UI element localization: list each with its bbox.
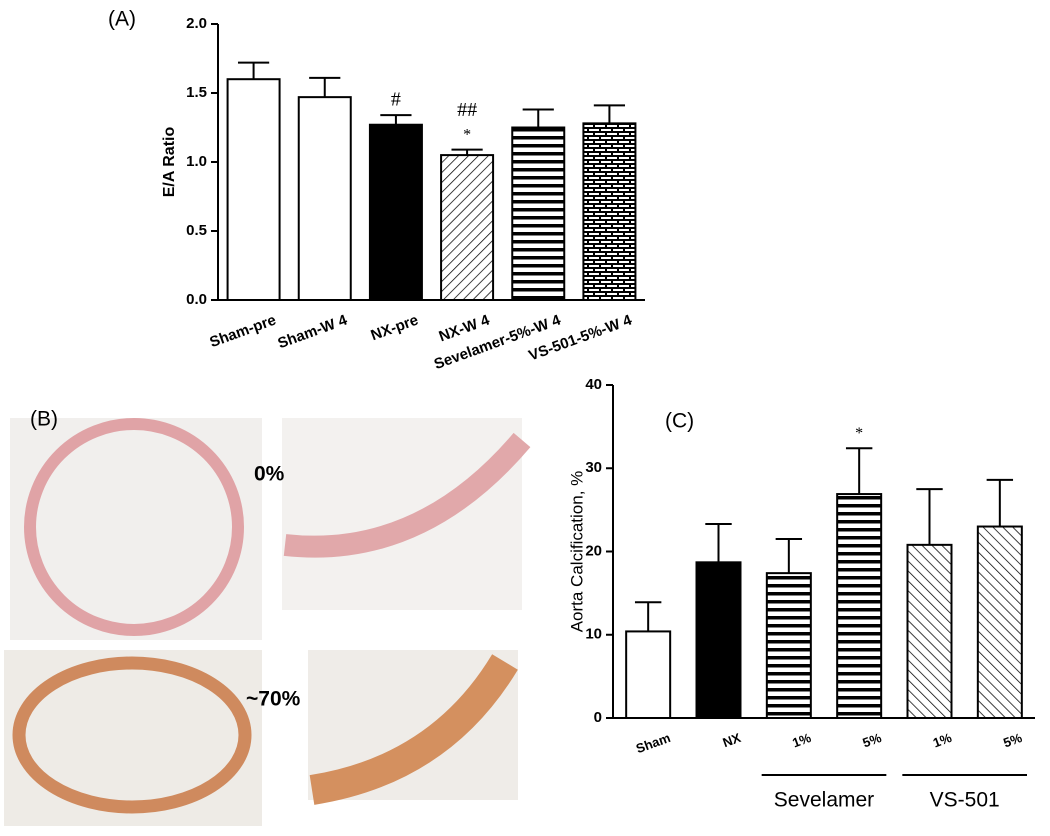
annotation: ~70% — [246, 688, 301, 711]
y-tick-label: 0.0 — [186, 291, 207, 308]
panel-label: (C) — [665, 410, 694, 433]
bar — [765, 572, 812, 720]
y-tick-label: 30 — [585, 459, 602, 476]
x-tick-label: 1% — [790, 730, 813, 751]
x-tick-label: 5% — [1001, 730, 1024, 751]
y-tick-label: 0.5 — [186, 222, 207, 239]
y-tick-label: 2.0 — [186, 15, 207, 32]
bar — [625, 630, 672, 719]
x-tick-label: NX-pre — [369, 312, 421, 345]
y-tick-label: 0 — [594, 709, 602, 726]
image-frame — [10, 418, 262, 640]
y-tick-label: 1.5 — [186, 84, 207, 101]
aorta-section — [12, 656, 252, 814]
aorta-section — [24, 418, 244, 636]
x-tick-label: Sham-pre — [207, 312, 278, 352]
image-frame — [4, 650, 262, 826]
x-tick-label: 5% — [861, 730, 884, 751]
aorta-wall — [283, 432, 531, 558]
x-tick-label: Sham-W 4 — [276, 311, 351, 352]
panel-label: (B) — [30, 408, 58, 431]
bar — [582, 122, 637, 301]
significance-mark: # — [391, 89, 401, 111]
histology-images — [4, 418, 531, 826]
bar — [440, 154, 495, 301]
y-tick-label: 10 — [585, 626, 602, 643]
y-axis-label: E/A Ratio — [161, 127, 178, 198]
image-frame — [282, 418, 522, 610]
bar — [976, 525, 1023, 720]
panel-label: (A) — [108, 8, 136, 31]
bar — [906, 543, 953, 720]
x-tick-label: Sham — [634, 730, 672, 756]
bar — [297, 96, 352, 301]
bar — [695, 561, 742, 720]
y-tick-label: 1.0 — [186, 153, 207, 170]
significance-mark: * — [855, 425, 863, 442]
significance-mark: ## — [457, 99, 477, 121]
annotation: 0% — [254, 463, 285, 486]
x-tick-label: NX — [721, 730, 743, 750]
group-label: VS-501 — [930, 789, 1000, 812]
bar — [511, 126, 566, 301]
significance-mark: * — [463, 126, 471, 143]
bar — [226, 78, 281, 301]
x-tick-label: 1% — [931, 730, 954, 751]
y-tick-label: 40 — [585, 376, 602, 393]
bar — [368, 123, 423, 301]
y-axis-label: Aorta Calcification, % — [567, 471, 586, 633]
bar — [836, 493, 883, 719]
aorta-wall — [309, 654, 518, 805]
group-label: Sevelamer — [774, 789, 874, 812]
y-tick-label: 20 — [585, 542, 602, 559]
